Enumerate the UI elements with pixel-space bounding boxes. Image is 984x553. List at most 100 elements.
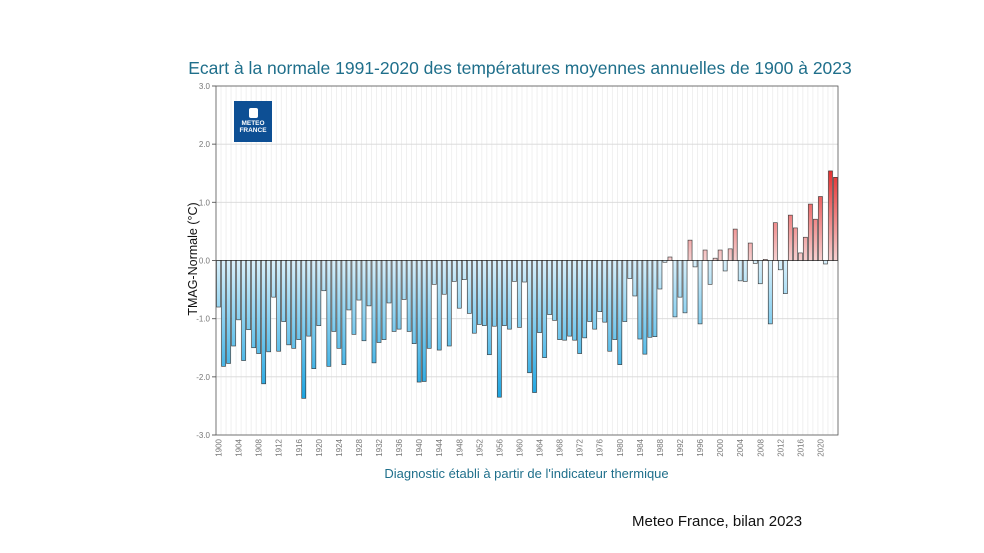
- bar-1918: [306, 260, 312, 337]
- bar-1962: [527, 260, 532, 374]
- x-tick-label: 1900: [215, 438, 224, 456]
- x-tick-label: 2000: [716, 438, 725, 456]
- bar-1916: [296, 260, 302, 340]
- bar-1954: [487, 260, 492, 356]
- bar-2020: [818, 196, 823, 261]
- bar-1989: [662, 260, 668, 263]
- bar-2019: [813, 218, 818, 261]
- bar-1991: [672, 260, 678, 318]
- bar-2022: [828, 170, 833, 261]
- bar-1963: [532, 260, 537, 393]
- bar-1949: [461, 260, 467, 280]
- x-tick-label: 1952: [475, 438, 484, 456]
- bar-1912: [276, 260, 282, 352]
- x-tick-label: 1976: [596, 438, 605, 456]
- bar-1937: [401, 260, 407, 300]
- bar-1970: [567, 260, 572, 337]
- x-tick-label: 1948: [455, 438, 464, 456]
- bar-1959: [512, 260, 517, 282]
- bar-1903: [231, 260, 236, 347]
- bar-1951: [472, 260, 477, 334]
- bar-2007: [752, 260, 758, 264]
- bar-1917: [301, 260, 307, 399]
- bar-1926: [346, 260, 352, 311]
- bar-1929: [361, 260, 367, 342]
- bar-1968: [557, 260, 562, 340]
- bar-1979: [612, 260, 618, 340]
- bar-1925: [341, 260, 347, 365]
- bar-1915: [291, 260, 297, 349]
- y-tick-label: 2.0: [199, 140, 211, 149]
- bar-1996: [697, 260, 703, 325]
- bar-1923: [331, 260, 337, 332]
- bar-2002: [727, 248, 733, 261]
- bar-1938: [406, 260, 412, 332]
- bar-1966: [547, 260, 552, 315]
- bar-1990: [667, 256, 673, 261]
- x-tick-label: 2012: [776, 438, 785, 456]
- x-tick-label: 1964: [536, 438, 545, 456]
- bar-2015: [793, 227, 798, 261]
- bar-1908: [256, 260, 261, 354]
- bar-1974: [587, 260, 593, 322]
- x-tick-label: 1932: [375, 438, 384, 456]
- bar-1975: [592, 260, 598, 330]
- bar-1931: [371, 260, 377, 364]
- bar-1977: [602, 260, 608, 323]
- x-tick-label: 1944: [435, 438, 444, 456]
- x-tick-label: 1960: [515, 438, 524, 456]
- bar-2005: [742, 260, 748, 282]
- bar-2012: [778, 260, 783, 271]
- bar-1956: [497, 260, 502, 398]
- bar-1904: [236, 260, 241, 321]
- bar-1920: [316, 260, 322, 326]
- bar-1948: [456, 260, 462, 309]
- bar-2006: [747, 242, 753, 261]
- bar-1947: [451, 260, 457, 282]
- x-tick-label: 1936: [395, 438, 404, 456]
- bar-1957: [502, 260, 507, 326]
- bar-1995: [692, 260, 698, 268]
- bar-1994: [687, 239, 693, 261]
- x-tick-label: 2020: [816, 438, 825, 456]
- x-tick-label: 1956: [495, 438, 504, 456]
- plot-frame: [215, 85, 839, 436]
- logo-mark-icon: [248, 108, 258, 118]
- bar-1940: [416, 260, 422, 383]
- bar-1998: [707, 260, 713, 285]
- bar-1952: [477, 260, 482, 325]
- bar-1935: [391, 260, 397, 332]
- bar-1932: [376, 260, 382, 343]
- x-tick-label: 1940: [415, 438, 424, 456]
- y-tick-label: -2.0: [196, 373, 210, 382]
- chart-title: Ecart à la normale 1991-2020 des tempéra…: [188, 58, 852, 78]
- bar-1900: [216, 260, 221, 308]
- x-tick-label: 1980: [616, 438, 625, 456]
- bar-1943: [431, 260, 437, 285]
- bar-1921: [321, 260, 327, 292]
- bar-1961: [522, 260, 527, 283]
- bar-2010: [767, 260, 773, 325]
- bar-1928: [356, 260, 362, 301]
- bar-1919: [311, 260, 317, 369]
- bar-1999: [712, 257, 718, 261]
- x-tick-label: 1928: [355, 438, 364, 456]
- x-tick-label: 1920: [315, 438, 324, 456]
- bar-2004: [737, 260, 743, 282]
- bar-1972: [577, 260, 582, 354]
- bar-1984: [637, 260, 643, 340]
- bar-1973: [582, 260, 587, 339]
- y-tick-label: -1.0: [196, 315, 210, 324]
- bar-2008: [757, 260, 763, 285]
- bar-2003: [732, 228, 738, 261]
- bar-1971: [572, 260, 577, 341]
- bar-1981: [622, 260, 628, 322]
- bar-1945: [441, 260, 447, 295]
- source-caption: Meteo France, bilan 2023: [632, 513, 803, 530]
- y-axis-label: TMAG-Normale (°C): [186, 202, 200, 316]
- bar-1986: [647, 260, 653, 338]
- bar-1914: [286, 260, 292, 346]
- x-tick-label: 1912: [275, 438, 284, 456]
- bar-1927: [351, 260, 357, 335]
